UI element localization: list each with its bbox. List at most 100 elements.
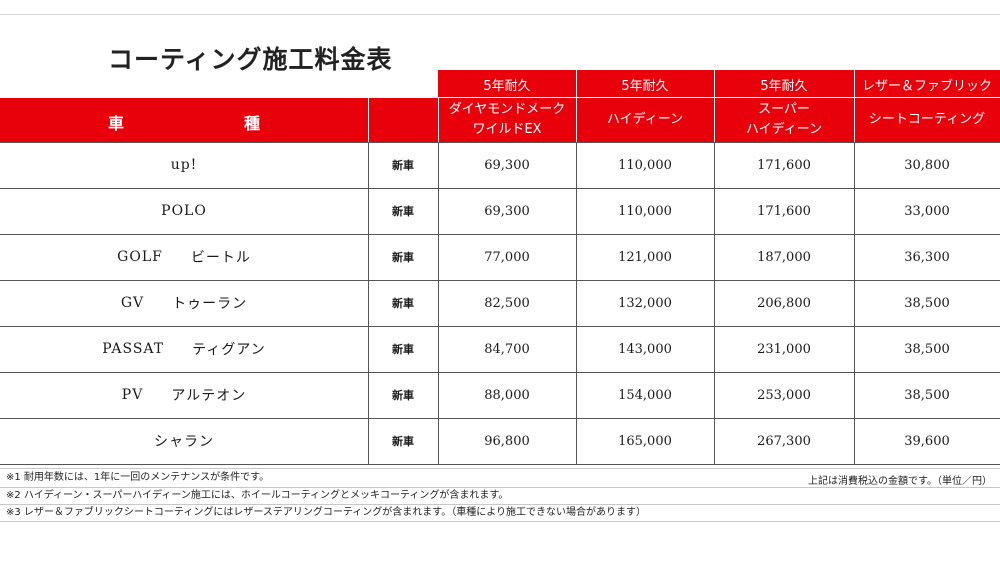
model-cell: PV アルテオン <box>0 372 368 418</box>
car-type-label-2: 種 <box>244 114 261 133</box>
price-diamond-cell: 82,500 <box>484 295 530 311</box>
model-name: GV <box>120 295 145 311</box>
model-name: シャラン <box>154 434 214 450</box>
table-row: POLO 新車 69,300 110,000 171,600 33,000 <box>0 188 1000 234</box>
grid-line <box>0 188 1000 189</box>
table-row: GOLF ビートル 新車 77,000 121,000 187,000 36,300 <box>0 234 1000 280</box>
col4-name-1: シートコーティング <box>868 112 986 127</box>
note-1: ※1 耐用年数には、1年に一回のメンテナンスが条件です。 <box>6 472 270 483</box>
price-hydeen-cell: 143,000 <box>618 341 672 357</box>
note-3: ※3 レザー＆ファブリックシートコーティングにはレザーステアリングコーティングが… <box>6 507 647 518</box>
price-super-hydeen-cell: 231,000 <box>757 341 811 357</box>
price-diamond-cell: 96,800 <box>484 433 530 449</box>
car-type-label-1: 車 <box>108 114 125 133</box>
model-cell: POLO <box>0 188 368 234</box>
price-diamond-cell: 77,000 <box>484 249 530 265</box>
col1-name-1: ダイヤモンドメーク <box>448 102 566 117</box>
model-name: POLO <box>161 203 207 219</box>
kind-cell: 新車 <box>392 389 414 402</box>
car-type-header: 車 種 <box>0 98 368 142</box>
grid-line <box>438 142 439 464</box>
col1-durability: 5年耐久 <box>438 70 576 98</box>
price-super-hydeen-cell: 267,300 <box>757 433 811 449</box>
model-name: GOLF <box>117 249 163 265</box>
price-diamond-cell: 84,700 <box>484 341 530 357</box>
table-row: シャラン 新車 96,800 165,000 267,300 39,600 <box>0 418 1000 464</box>
price-hydeen-cell: 132,000 <box>618 295 672 311</box>
grid-line <box>576 142 577 464</box>
col2-header: ハイディーン <box>576 98 714 142</box>
table-row: GV トゥーラン 新車 82,500 132,000 206,800 38,500 <box>0 280 1000 326</box>
col3-name-1: スーパー <box>758 102 810 117</box>
kind-cell: 新車 <box>392 251 414 264</box>
table-row: PV アルテオン 新車 88,000 154,000 253,000 38,500 <box>0 372 1000 418</box>
price-super-hydeen-cell: 171,600 <box>757 157 811 173</box>
kind-cell: 新車 <box>392 343 414 356</box>
grid-line <box>0 234 1000 235</box>
grid-line <box>0 142 1000 143</box>
price-seat-coating-cell: 33,000 <box>904 203 950 219</box>
model-cell: GOLF ビートル <box>0 234 368 280</box>
price-hydeen-cell: 154,000 <box>618 387 672 403</box>
model-cell: GV トゥーラン <box>0 280 368 326</box>
kind-cell: 新車 <box>392 205 414 218</box>
col2-name-1: ハイディーン <box>606 112 684 127</box>
header-divider <box>714 70 715 142</box>
model-name: up! <box>170 157 198 173</box>
notes-divider <box>0 487 1000 488</box>
price-hydeen-cell: 165,000 <box>618 433 672 449</box>
price-super-hydeen-cell: 171,600 <box>757 203 811 219</box>
model-cell: シャラン <box>0 418 368 464</box>
price-seat-coating-cell: 38,500 <box>904 387 950 403</box>
notes-divider <box>0 504 1000 505</box>
header-divider <box>854 70 855 142</box>
col2-durability: 5年耐久 <box>576 70 714 98</box>
grid-line <box>714 142 715 464</box>
price-super-hydeen-cell: 253,000 <box>757 387 811 403</box>
model-name: PV <box>121 387 144 403</box>
page-title: コーティング施工料金表 <box>108 45 393 74</box>
col1-name-2: ワイルドEX <box>472 122 542 137</box>
grid-line <box>854 142 855 464</box>
price-seat-coating-cell: 38,500 <box>904 295 950 311</box>
header-divider <box>368 98 369 142</box>
price-hydeen-cell: 110,000 <box>618 157 672 173</box>
price-diamond-cell: 88,000 <box>484 387 530 403</box>
price-diamond-cell: 69,300 <box>484 203 530 219</box>
model-name-jp: アルテオン <box>171 388 247 404</box>
price-super-hydeen-cell: 187,000 <box>757 249 811 265</box>
kind-cell: 新車 <box>392 159 414 172</box>
price-hydeen-cell: 121,000 <box>618 249 672 265</box>
grid-line <box>0 326 1000 327</box>
table-row: up! 新車 69,300 110,000 171,600 30,800 <box>0 142 1000 188</box>
notes-divider <box>0 521 1000 522</box>
tax-note: 上記は消費税込の金額です。（単位／円） <box>808 476 992 487</box>
model-name: PASSAT <box>102 341 165 357</box>
grid-line <box>368 142 369 464</box>
col1-header: ダイヤモンドメーク ワイルドEX <box>438 98 576 142</box>
grid-line <box>0 418 1000 419</box>
price-diamond-cell: 69,300 <box>484 157 530 173</box>
model-name-jp: ビートル <box>190 250 251 266</box>
header-divider <box>438 97 1000 98</box>
price-seat-coating-cell: 39,600 <box>904 433 950 449</box>
kind-cell: 新車 <box>392 435 414 448</box>
model-name-jp: ティグアン <box>192 342 266 358</box>
notes-divider <box>0 468 1000 469</box>
price-sheet <box>0 14 1000 523</box>
grid-line <box>0 280 1000 281</box>
grid-line <box>0 372 1000 373</box>
price-seat-coating-cell: 30,800 <box>904 157 950 173</box>
header-divider <box>576 70 577 142</box>
kind-cell: 新車 <box>392 297 414 310</box>
col3-durability: 5年耐久 <box>714 70 854 98</box>
col3-name-2: ハイディーン <box>745 122 823 137</box>
price-seat-coating-cell: 38,500 <box>904 341 950 357</box>
col4-header: シートコーティング <box>854 98 1000 142</box>
model-cell: PASSAT ティグアン <box>0 326 368 372</box>
note-2: ※2 ハイディーン・スーパーハイディーン施工には、ホイールコーティングとメッキコ… <box>6 490 509 501</box>
model-cell: up! <box>0 142 368 188</box>
col4-category: レザー＆ファブリック <box>854 70 1000 98</box>
price-seat-coating-cell: 36,300 <box>904 249 950 265</box>
col3-header: スーパー ハイディーン <box>714 98 854 142</box>
